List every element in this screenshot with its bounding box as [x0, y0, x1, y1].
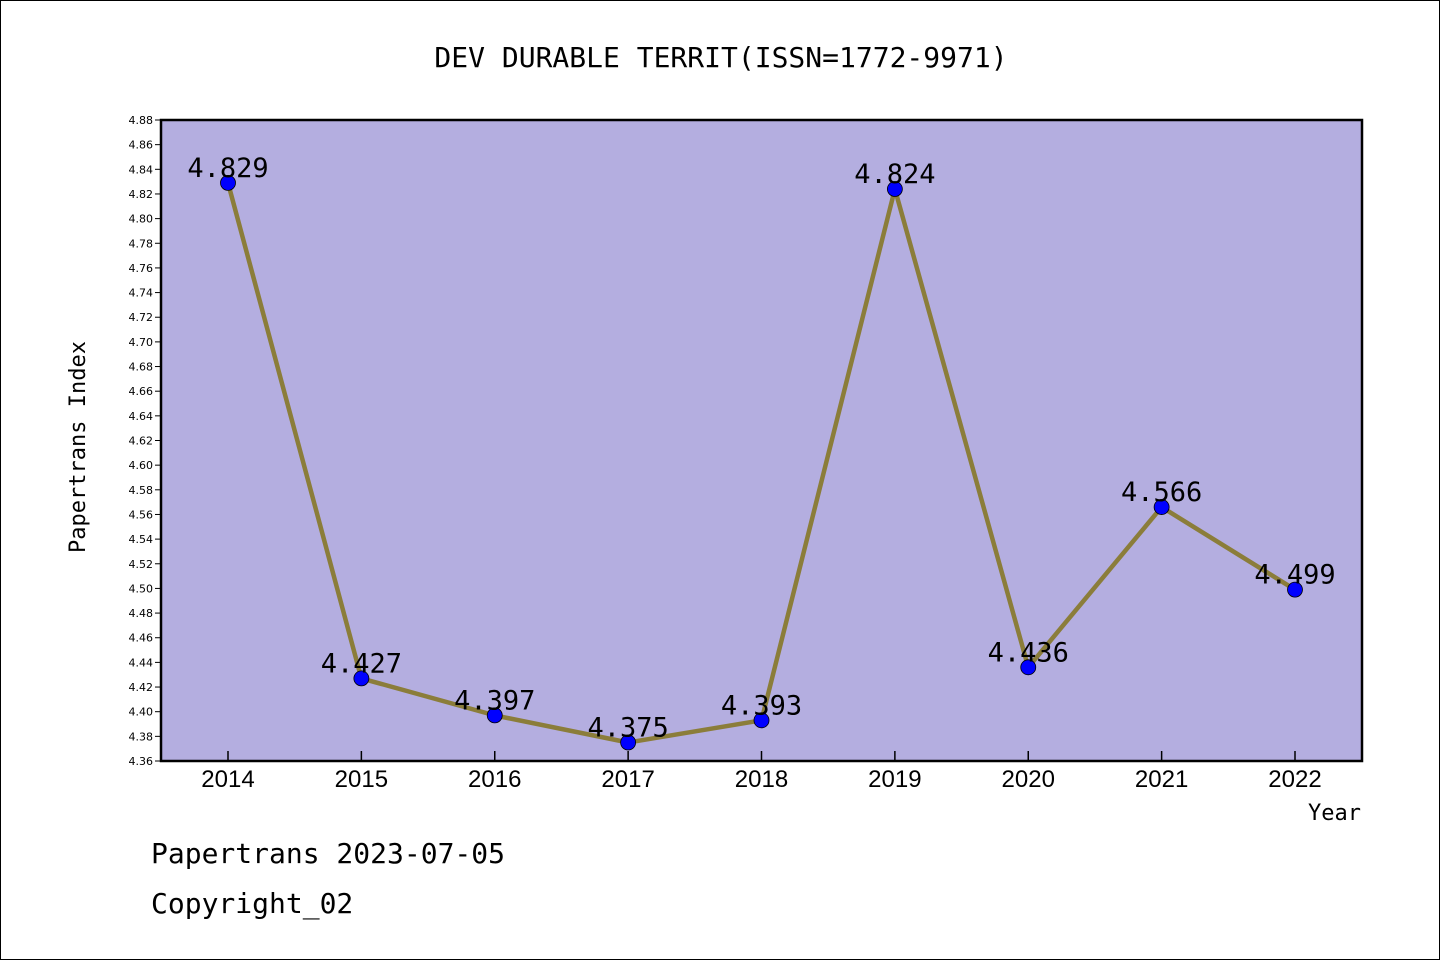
- data-value-label: 4.824: [854, 159, 935, 190]
- y-axis-title: Papertrans Index: [66, 341, 91, 553]
- y-tick-label: 4.76: [129, 262, 154, 275]
- y-tick-label: 4.44: [129, 656, 154, 669]
- y-tick-label: 4.38: [129, 730, 154, 743]
- plot-area: 4.36 4.38 4.40 4.42 4.44 4.46 4.48 4.50 4.52 4.54…: [129, 114, 1364, 793]
- y-tick-label: 4.88: [129, 114, 154, 127]
- y-tick-label: 4.74: [129, 287, 154, 300]
- y-tick-label: 4.56: [129, 508, 154, 521]
- data-value-label: 4.397: [454, 685, 535, 716]
- chart-title: DEV DURABLE TERRIT(ISSN=1772-9971): [434, 41, 1007, 74]
- y-tick-label: 4.40: [129, 706, 154, 719]
- y-tick-label: 4.46: [129, 632, 154, 645]
- data-point-marker: [1020, 659, 1037, 676]
- data-value-label: 4.375: [587, 713, 668, 744]
- y-tick-label: 4.50: [129, 582, 154, 595]
- x-tick-label: 2017: [601, 766, 654, 793]
- y-tick-label: 4.84: [129, 163, 154, 176]
- data-value-label: 4.393: [721, 690, 802, 721]
- y-tick-label: 4.36: [129, 755, 154, 768]
- y-tick-label: 4.58: [129, 484, 154, 497]
- x-tick-label: 2021: [1135, 766, 1188, 793]
- footer-copyright-line: Copyright_02: [151, 887, 354, 920]
- x-tick-label: 2020: [1002, 766, 1055, 793]
- y-tick-label: 4.60: [129, 459, 154, 472]
- x-tick-label: 2018: [735, 766, 788, 793]
- data-point-marker: [486, 707, 503, 724]
- x-tick-label: 2015: [335, 766, 388, 793]
- y-tick-label: 4.42: [129, 681, 154, 694]
- y-tick-label: 4.48: [129, 607, 154, 620]
- plot-background: [159, 118, 1364, 763]
- x-tick-label: 2014: [201, 766, 254, 793]
- data-value-label: 4.566: [1121, 477, 1202, 508]
- data-point-marker: [220, 174, 236, 191]
- y-tick-label: 4.80: [129, 213, 154, 226]
- data-value-label: 4.436: [988, 637, 1069, 668]
- y-tick-label: 4.78: [129, 237, 154, 250]
- data-point-marker: [1153, 499, 1170, 515]
- x-tick-label: 2022: [1268, 766, 1321, 793]
- x-tick-label: 2019: [868, 766, 921, 793]
- y-tick-label: 4.86: [129, 139, 154, 152]
- y-tick-label: 4.62: [129, 435, 154, 448]
- data-value-label: 4.829: [187, 153, 268, 184]
- y-tick-label: 4.52: [129, 558, 154, 571]
- data-point-marker: [1287, 581, 1303, 598]
- y-tick-label: 4.54: [129, 533, 154, 546]
- y-tick-label: 4.64: [129, 410, 154, 423]
- y-tick-label: 4.82: [129, 188, 154, 201]
- y-tick-label: 4.70: [129, 336, 154, 349]
- x-tick-label: 2016: [468, 766, 521, 793]
- data-value-label: 4.499: [1254, 560, 1335, 591]
- x-axis-title: Year: [1308, 801, 1361, 826]
- data-point-marker: [353, 670, 370, 687]
- y-tick-label: 4.68: [129, 361, 154, 374]
- footer-date-line: Papertrans 2023-07-05: [151, 837, 506, 870]
- data-point-marker: [620, 734, 637, 751]
- y-tick-label: 4.72: [129, 311, 154, 324]
- data-value-label: 4.427: [321, 648, 402, 679]
- y-tick-label: 4.66: [129, 385, 154, 398]
- data-point-marker: [886, 181, 903, 197]
- data-point-marker: [753, 712, 770, 729]
